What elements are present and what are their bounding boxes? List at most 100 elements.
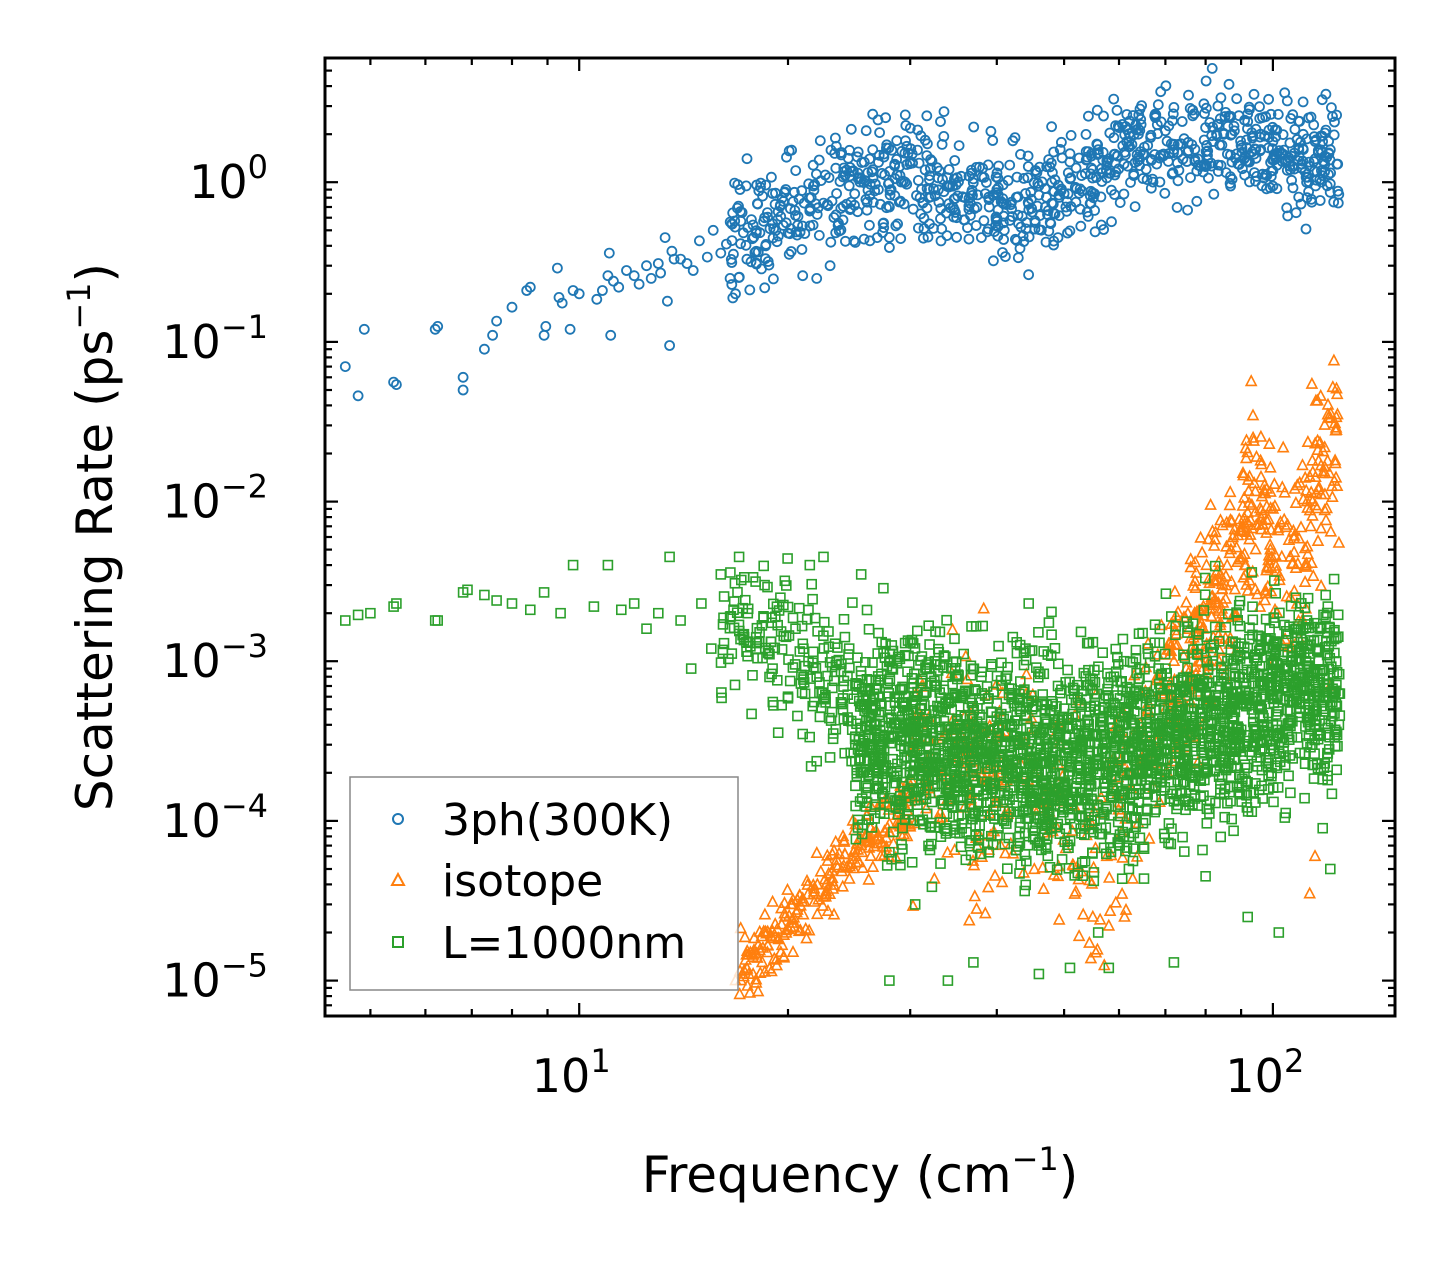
data-point <box>1151 719 1162 731</box>
data-point <box>1152 99 1164 111</box>
data-point <box>1033 671 1044 683</box>
data-point <box>849 848 863 862</box>
data-point <box>1159 187 1171 199</box>
data-point <box>1087 847 1098 859</box>
data-point <box>923 779 934 791</box>
data-point <box>1307 739 1318 751</box>
data-point <box>1273 927 1285 938</box>
data-point <box>1010 844 1022 856</box>
data-point <box>1316 466 1330 479</box>
data-point <box>1117 633 1129 645</box>
data-point <box>1205 731 1216 743</box>
data-point <box>1115 886 1129 899</box>
data-point <box>909 899 921 910</box>
data-point <box>1287 753 1298 764</box>
data-point <box>870 178 881 190</box>
data-point <box>1244 374 1258 387</box>
data-point <box>836 829 850 842</box>
data-point <box>958 648 970 660</box>
data-point <box>762 581 773 593</box>
data-point <box>1069 870 1080 881</box>
data-point <box>1224 542 1238 555</box>
data-point <box>1279 87 1291 99</box>
data-point <box>1248 88 1260 100</box>
data-point <box>1020 879 1032 891</box>
data-point <box>1225 644 1237 656</box>
data-point <box>1301 500 1314 513</box>
data-point <box>1241 472 1255 485</box>
data-point <box>668 253 680 265</box>
data-point <box>1182 204 1193 216</box>
data-point <box>1172 799 1184 811</box>
data-point <box>564 323 576 335</box>
data-point <box>838 846 852 859</box>
data-point <box>1205 726 1216 737</box>
data-point <box>1018 172 1030 184</box>
data-point <box>1102 918 1116 931</box>
data-point <box>1076 170 1087 182</box>
data-point <box>1282 646 1293 658</box>
data-point <box>981 763 993 775</box>
data-point <box>1012 693 1024 705</box>
data-point <box>752 198 764 210</box>
data-point <box>1305 635 1317 646</box>
data-point <box>878 222 890 234</box>
data-point <box>1113 659 1124 670</box>
data-point <box>1014 242 1026 254</box>
data-point <box>1261 559 1274 572</box>
data-point <box>1176 680 1188 692</box>
data-point <box>339 361 351 373</box>
data-point <box>749 972 763 985</box>
data-point <box>952 190 964 202</box>
data-point <box>744 284 756 296</box>
data-point <box>860 686 871 697</box>
data-point <box>777 927 791 941</box>
data-point <box>1308 699 1319 711</box>
data-point <box>1160 588 1172 600</box>
data-point <box>1155 149 1167 161</box>
data-point <box>983 846 995 858</box>
data-point <box>1085 673 1096 684</box>
data-point <box>1269 617 1280 629</box>
data-point <box>772 206 784 218</box>
data-point <box>935 213 946 225</box>
data-point <box>1182 627 1193 638</box>
data-point <box>1308 773 1320 784</box>
data-point <box>1103 962 1115 974</box>
data-point <box>1006 846 1020 859</box>
data-point <box>1062 227 1073 239</box>
data-point <box>1286 150 1298 162</box>
data-point <box>1241 762 1253 774</box>
data-point <box>896 839 907 850</box>
data-point <box>938 106 950 117</box>
data-point <box>1112 801 1124 812</box>
data-point <box>1081 154 1093 165</box>
data-point <box>1308 131 1320 143</box>
data-point <box>1304 519 1318 532</box>
data-point <box>1044 861 1056 873</box>
data-point <box>1088 826 1099 838</box>
data-point <box>1231 93 1243 105</box>
data-point <box>1248 484 1262 497</box>
data-point <box>878 582 889 594</box>
data-point <box>837 703 849 715</box>
data-point <box>935 203 947 215</box>
data-point <box>991 213 1003 224</box>
data-point <box>540 320 552 332</box>
data-point <box>795 678 807 689</box>
data-point <box>1313 435 1327 448</box>
data-point <box>1233 599 1245 611</box>
data-point <box>1247 691 1259 703</box>
data-point <box>1098 711 1109 722</box>
data-point <box>1150 804 1161 815</box>
data-point <box>913 717 925 728</box>
data-point <box>843 871 856 884</box>
data-point <box>914 192 926 204</box>
data-point <box>729 679 741 691</box>
data-point <box>1220 167 1232 179</box>
data-point <box>1263 93 1274 105</box>
data-point <box>1241 583 1255 596</box>
data-point <box>770 921 784 934</box>
data-point <box>914 703 926 715</box>
data-point <box>1037 696 1048 707</box>
